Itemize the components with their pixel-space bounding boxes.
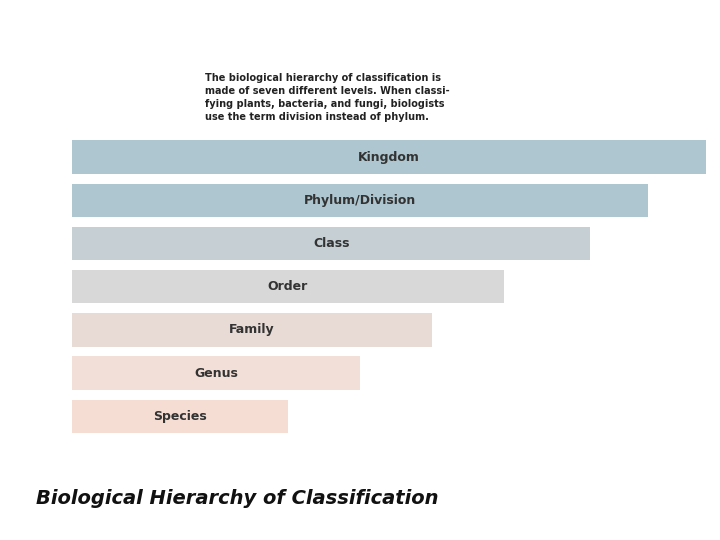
Text: Genus: Genus	[194, 367, 238, 380]
Text: Kingdom: Kingdom	[358, 151, 420, 164]
FancyBboxPatch shape	[72, 184, 648, 217]
FancyBboxPatch shape	[72, 356, 360, 390]
Text: Class: Class	[313, 237, 349, 250]
Text: Biological Hierarchy of Classification: Biological Hierarchy of Classification	[36, 489, 438, 508]
FancyBboxPatch shape	[72, 270, 504, 303]
Text: Phylum/Division: Phylum/Division	[304, 194, 416, 207]
Text: The biological hierarchy of classification is
made of seven different levels. Wh: The biological hierarchy of classificati…	[205, 73, 450, 123]
FancyBboxPatch shape	[72, 400, 288, 433]
Text: Order: Order	[268, 280, 308, 293]
FancyBboxPatch shape	[72, 140, 706, 174]
FancyBboxPatch shape	[72, 313, 432, 347]
Text: Family: Family	[229, 323, 275, 336]
FancyBboxPatch shape	[72, 227, 590, 260]
Text: Species: Species	[153, 410, 207, 423]
